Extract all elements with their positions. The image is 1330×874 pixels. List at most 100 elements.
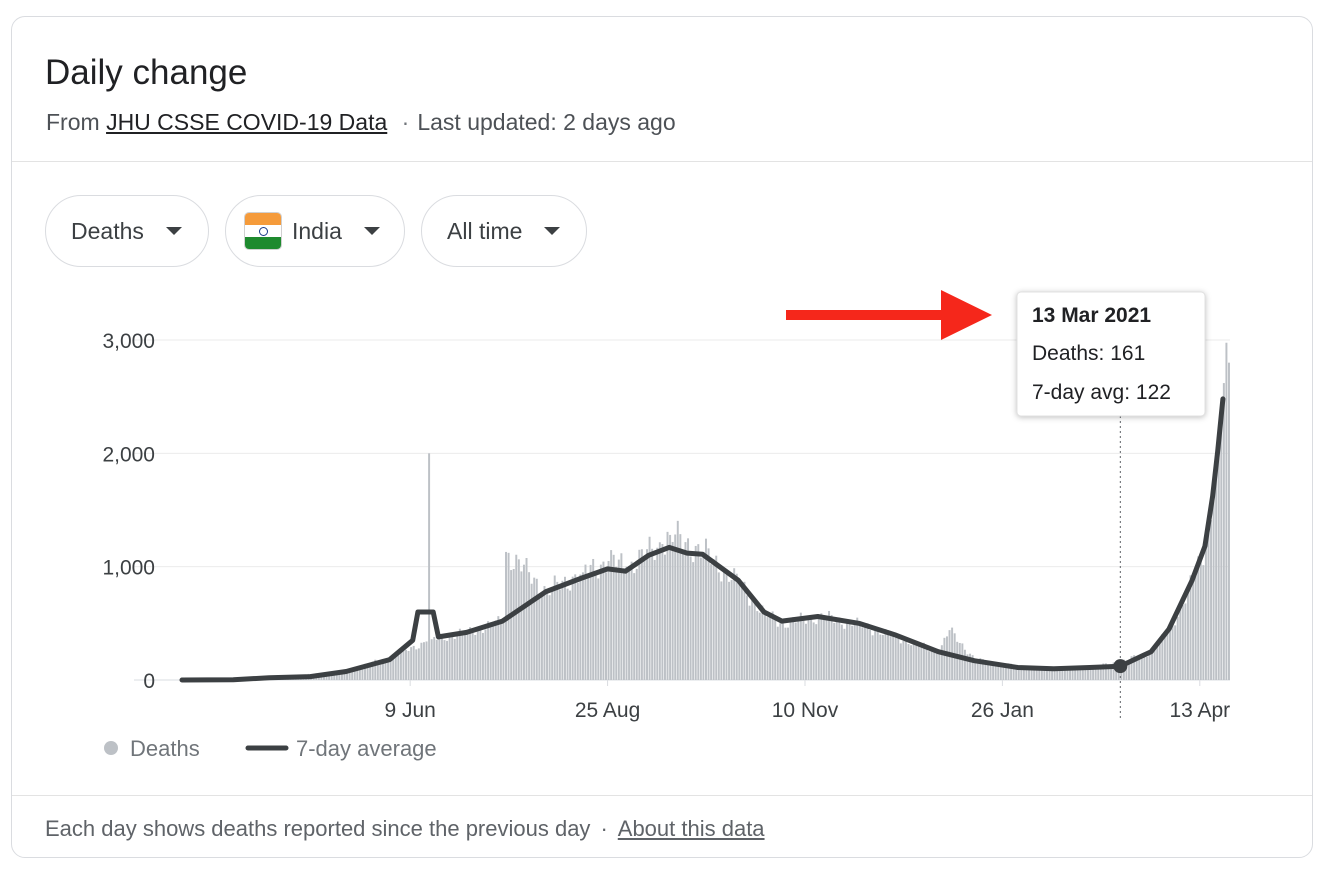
deaths-bar — [412, 645, 415, 680]
deaths-bar — [489, 622, 492, 680]
deaths-bar — [863, 626, 866, 680]
deaths-bar — [892, 635, 895, 680]
deaths-bar — [1199, 554, 1202, 680]
deaths-bar — [1033, 668, 1036, 680]
deaths-bar — [994, 665, 997, 680]
deaths-bar — [561, 580, 564, 680]
deaths-bar — [1061, 669, 1064, 680]
deaths-bar — [902, 640, 905, 680]
source-link[interactable]: JHU CSSE COVID-19 Data — [106, 109, 388, 135]
deaths-bar — [599, 564, 602, 680]
deaths-bar — [838, 617, 841, 680]
chevron-down-icon — [544, 227, 561, 235]
deaths-bar — [571, 576, 574, 680]
region-dropdown[interactable]: India — [225, 195, 405, 267]
deaths-bar — [497, 616, 500, 680]
deaths-bar — [540, 596, 543, 680]
deaths-bar — [722, 570, 725, 680]
deaths-bar — [461, 630, 464, 680]
deaths-bar — [471, 633, 474, 680]
deaths-bar — [725, 569, 728, 680]
deaths-bar — [820, 613, 823, 680]
about-data-link[interactable]: About this data — [617, 816, 765, 841]
deaths-bar — [999, 662, 1002, 680]
deaths-bar — [707, 548, 710, 680]
metric-dropdown[interactable]: Deaths — [45, 195, 209, 267]
deaths-bar — [887, 630, 889, 680]
deaths-bar — [394, 654, 397, 680]
deaths-bar — [671, 541, 674, 680]
deaths-bar — [853, 624, 856, 680]
deaths-bar — [1212, 496, 1215, 680]
deaths-bar — [884, 629, 887, 680]
chevron-down-icon — [363, 227, 380, 235]
deaths-bar — [1102, 663, 1105, 680]
deaths-bar — [443, 640, 446, 680]
deaths-bar — [738, 583, 741, 680]
deaths-bar — [1107, 665, 1110, 680]
deaths-bar — [1086, 668, 1089, 680]
deaths-bar — [715, 555, 718, 680]
deaths-bar — [1220, 415, 1223, 680]
time-range-dropdown[interactable]: All time — [421, 195, 587, 267]
deaths-bar — [533, 577, 536, 680]
deaths-bar — [784, 627, 787, 680]
deaths-bar — [769, 615, 772, 680]
deaths-bar — [515, 554, 518, 680]
deaths-bar — [563, 576, 566, 680]
deaths-bar — [705, 538, 707, 680]
deaths-bar — [1048, 668, 1051, 680]
deaths-bar — [510, 570, 513, 680]
deaths-bar — [1071, 668, 1074, 680]
deaths-bar — [897, 637, 900, 680]
deaths-bar — [474, 634, 477, 680]
daily-change-card: Daily change From JHU CSSE COVID-19 Data… — [11, 16, 1313, 858]
deaths-bar — [494, 620, 497, 680]
deaths-bar — [1030, 667, 1033, 680]
deaths-bar — [1197, 556, 1200, 680]
deaths-bar — [640, 549, 643, 680]
deaths-bar — [958, 642, 961, 680]
deaths-bar — [1161, 634, 1164, 680]
deaths-bar — [1058, 669, 1061, 680]
deaths-bar — [876, 629, 879, 680]
deaths-bar — [922, 642, 925, 680]
deaths-bar — [699, 557, 702, 680]
deaths-bar — [1079, 668, 1082, 680]
deaths-bar — [438, 635, 441, 680]
chevron-down-icon — [165, 227, 182, 235]
deaths-bar — [981, 659, 984, 680]
deaths-bar — [1099, 665, 1102, 680]
deaths-bar — [858, 624, 861, 680]
deaths-bar — [446, 640, 449, 680]
deaths-bar — [1004, 665, 1007, 680]
deaths-bar — [558, 589, 561, 680]
deaths-bar — [930, 650, 933, 680]
deaths-bar — [1130, 656, 1133, 680]
deaths-bar — [538, 593, 541, 680]
deaths-bar — [1140, 653, 1143, 680]
deaths-bar — [392, 655, 395, 680]
deaths-bar — [789, 618, 792, 680]
red-arrow-icon — [786, 290, 992, 340]
deaths-bar — [766, 617, 769, 680]
deaths-bar — [1179, 604, 1182, 680]
deaths-bar — [492, 626, 495, 680]
deaths-bar — [1063, 667, 1066, 680]
deaths-bar — [1038, 666, 1041, 680]
deaths-bar — [720, 581, 723, 680]
deaths-bar — [638, 549, 641, 680]
deaths-bar — [356, 667, 359, 680]
deaths-bar — [1176, 616, 1179, 680]
deaths-bar — [479, 628, 482, 680]
deaths-bar — [384, 658, 387, 680]
deaths-bar — [756, 611, 759, 680]
deaths-bar — [499, 622, 502, 680]
deaths-bar — [1097, 666, 1100, 680]
deaths-bar — [610, 550, 613, 680]
deaths-bar — [689, 556, 692, 680]
deaths-bar — [1128, 659, 1130, 680]
deaths-bar — [353, 667, 356, 680]
deaths-bar — [843, 628, 846, 680]
